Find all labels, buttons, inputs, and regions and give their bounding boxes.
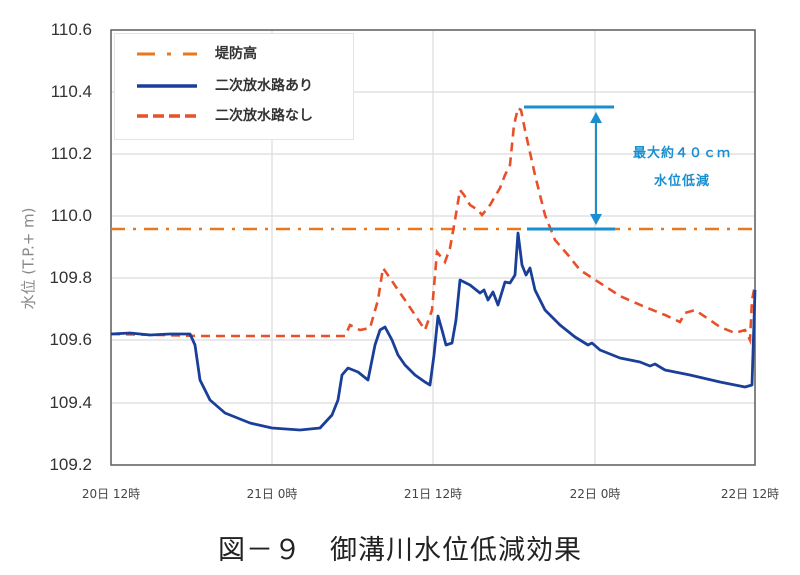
y-axis-title: 水位 (T.P.+ m) [19, 207, 38, 310]
dashed-line-icon [137, 114, 197, 118]
chart-legend: 堤防高 二次放水路あり 二次放水路なし [114, 33, 354, 140]
solid-line-icon [137, 84, 197, 88]
series-with-channel [110, 231, 757, 432]
xtick-label: 21日 12時 [403, 487, 463, 501]
legend-item-without-channel: 二次放水路なし [115, 104, 353, 128]
annotation-line-1: 最大約４０ｃｍ [632, 146, 731, 161]
ytick-label: 109.8 [49, 268, 92, 287]
figure-caption: 図－９ 御溝川水位低減効果 [218, 535, 582, 566]
ytick-label: 109.4 [49, 393, 92, 412]
xtick-label: 22日 12時 [720, 487, 780, 501]
ytick-label: 109.2 [49, 455, 92, 474]
legend-item-levee: 堤防高 [115, 42, 353, 66]
reduction-annotation: 最大約４０ｃｍ 水位低減 [612, 140, 752, 196]
ytick-label: 109.6 [49, 330, 92, 349]
ytick-label: 110.2 [50, 144, 92, 163]
xtick-label: 21日 0時 [246, 487, 298, 501]
plot-frame [110, 29, 756, 466]
legend-item-with-channel: 二次放水路あり [115, 74, 353, 98]
xtick-label: 20日 12時 [81, 487, 141, 501]
ytick-label: 110.4 [50, 82, 92, 101]
legend-label: 二次放水路なし [215, 108, 313, 124]
annotation-line-2: 水位低減 [653, 174, 710, 189]
series-without-channel [110, 105, 757, 346]
arrow-down-icon [590, 214, 602, 225]
dash-dot-line-icon [137, 52, 197, 56]
legend-label: 堤防高 [215, 46, 257, 62]
arrow-up-icon [590, 112, 602, 123]
ytick-label: 110.6 [50, 20, 92, 39]
ytick-label: 110.0 [50, 206, 92, 225]
xtick-label: 22日 0時 [569, 487, 621, 501]
legend-label: 二次放水路あり [215, 78, 313, 94]
reduction-annotation-bracket [524, 105, 615, 231]
